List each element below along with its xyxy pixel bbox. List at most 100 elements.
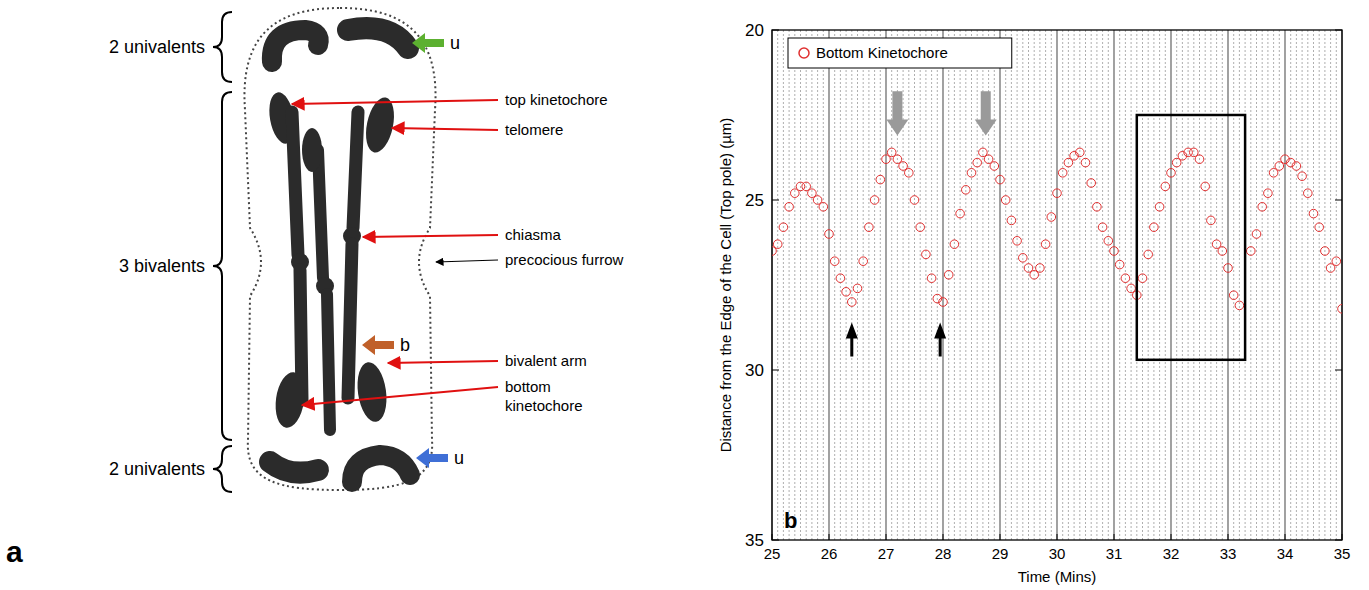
tick-label: 31	[1106, 545, 1123, 562]
pointer-arrow	[362, 335, 394, 355]
callout-arrow	[302, 387, 498, 405]
grid-line	[999, 30, 1000, 540]
data-point	[1076, 148, 1085, 157]
minor-grid-line	[1148, 30, 1149, 540]
panel-label: a	[6, 535, 23, 568]
minor-grid-line	[971, 30, 972, 540]
annotation-arrow	[886, 91, 908, 135]
cell-outline	[244, 8, 435, 490]
data-point	[922, 250, 931, 259]
data-point	[1161, 182, 1170, 191]
panel-label: b	[784, 508, 797, 533]
data-point	[1201, 182, 1210, 191]
data-point	[848, 298, 857, 307]
minor-grid-line	[1336, 30, 1337, 540]
data-point	[1229, 291, 1238, 300]
grid-line	[1113, 30, 1114, 540]
data-point	[1036, 264, 1045, 273]
minor-grid-line	[1324, 30, 1325, 540]
minor-grid-line	[1131, 30, 1132, 540]
data-point	[1155, 203, 1164, 212]
minor-grid-line	[1062, 30, 1063, 540]
bivalent-arm	[354, 360, 390, 423]
minor-grid-line	[931, 30, 932, 540]
tick	[1000, 534, 1001, 540]
minor-grid-line	[908, 30, 909, 540]
legend-symbol	[799, 48, 809, 58]
brace	[213, 92, 232, 440]
grid-line	[1227, 30, 1228, 540]
data-point	[1224, 264, 1233, 273]
tick	[1114, 534, 1115, 540]
minor-grid-line	[1256, 30, 1257, 540]
minor-grid-line	[965, 30, 966, 540]
data-point	[905, 169, 914, 178]
callout-arrow	[392, 128, 498, 130]
annotation-marks	[846, 91, 1245, 360]
data-point	[1321, 247, 1330, 256]
data-point	[1332, 257, 1341, 266]
minor-grid-line	[903, 30, 904, 540]
legend: Bottom Kinetochore	[788, 38, 1012, 68]
minor-grid-line	[1096, 30, 1097, 540]
minor-grid-line	[1307, 30, 1308, 540]
minor-grid-line	[1108, 30, 1109, 540]
minor-grid-line	[806, 30, 807, 540]
minor-grid-line	[1102, 30, 1103, 540]
minor-grid-line	[1296, 30, 1297, 540]
panel-b: 252627282930313233343520253035Time (Mins…	[717, 21, 1350, 585]
data-point	[1235, 301, 1244, 310]
tick-label: 29	[992, 545, 1009, 562]
minor-grid-line	[1193, 30, 1194, 540]
minor-grid-line	[1290, 30, 1291, 540]
minor-grid-line	[789, 30, 790, 540]
callout-line: bottom	[505, 378, 551, 395]
tick	[1285, 534, 1286, 540]
bivalent-arm	[361, 95, 398, 155]
minor-grid-line	[994, 30, 995, 540]
tick-label: 34	[1277, 545, 1294, 562]
brace	[213, 446, 232, 492]
minor-grid-line	[977, 30, 978, 540]
tick	[943, 534, 944, 540]
data-point	[1115, 260, 1124, 269]
minor-grid-line	[914, 30, 915, 540]
minor-grid-line	[1330, 30, 1331, 540]
tick-label: 28	[935, 545, 952, 562]
minor-grid-line	[1302, 30, 1303, 540]
data-point	[842, 288, 851, 297]
data-point	[950, 240, 959, 249]
minor-grid-line	[794, 30, 795, 540]
tick	[1335, 30, 1342, 31]
tick	[772, 30, 779, 31]
bivalent	[327, 294, 330, 430]
data-point	[996, 175, 1005, 184]
tick-label: 26	[821, 545, 838, 562]
minor-grid-line	[1085, 30, 1086, 540]
data-point	[1252, 230, 1261, 239]
minor-grid-line	[1011, 30, 1012, 540]
legend-box	[788, 38, 1012, 68]
data-point	[1315, 223, 1324, 232]
bivalent	[348, 244, 352, 398]
tick-label: 30	[745, 361, 764, 380]
bivalent-arm	[302, 128, 322, 172]
callout-arrow	[363, 235, 498, 237]
minor-grid-line	[1233, 30, 1234, 540]
minor-grid-line	[1051, 30, 1052, 540]
callout-arrow	[436, 260, 498, 262]
minor-grid-line	[777, 30, 778, 540]
data-points	[772, 148, 1342, 313]
tick	[772, 200, 779, 201]
minor-grid-line	[1210, 30, 1211, 540]
minor-grid-line	[1205, 30, 1206, 540]
bivalent	[292, 112, 298, 255]
pointer-label: u	[450, 33, 460, 53]
minor-grid-line	[1319, 30, 1320, 540]
minor-grid-line	[874, 30, 875, 540]
tick-label: 32	[1163, 545, 1180, 562]
minor-grid-line	[1119, 30, 1120, 540]
tick-label: 35	[745, 531, 764, 550]
data-point	[967, 169, 976, 178]
data-point	[910, 196, 919, 205]
